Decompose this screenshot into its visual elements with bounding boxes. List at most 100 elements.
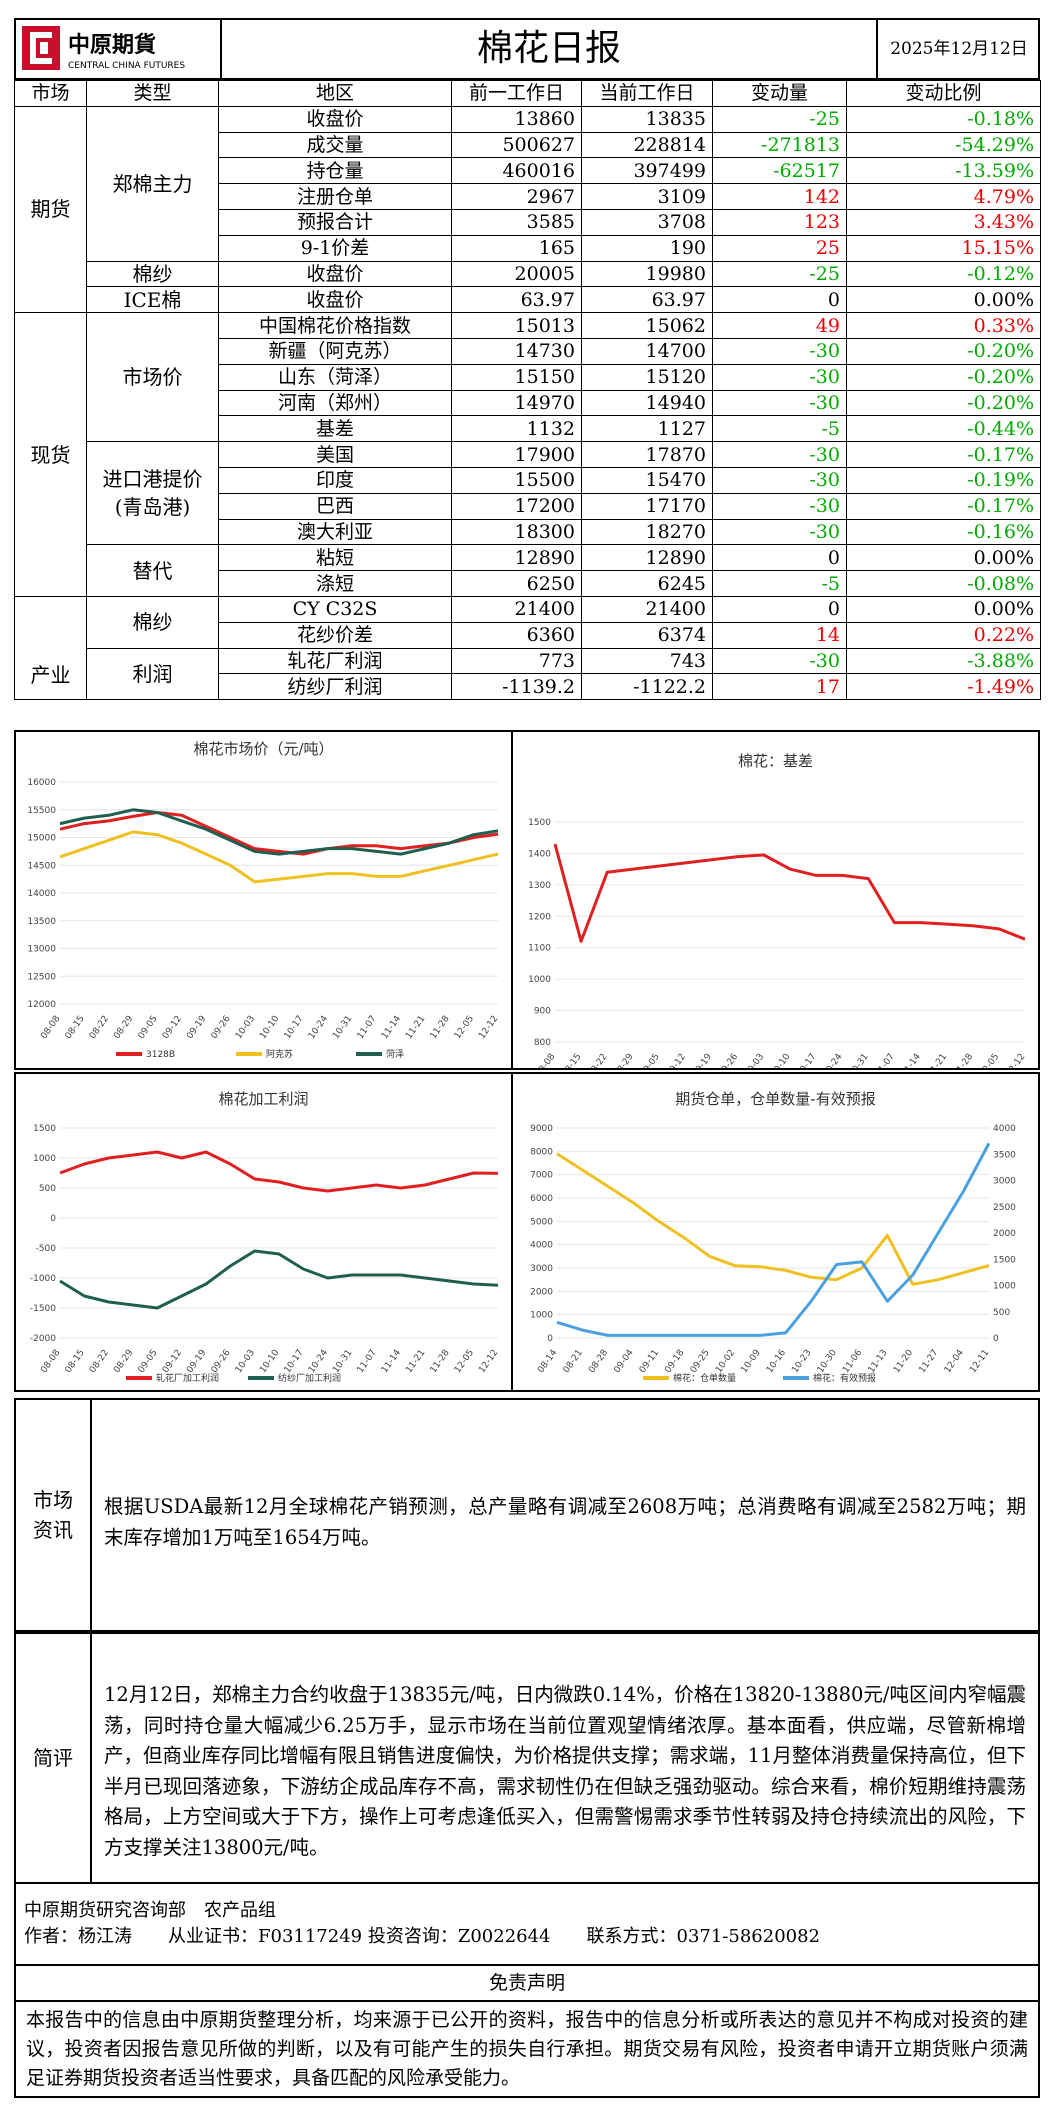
x-tick-label: 10-24 <box>307 1014 330 1041</box>
x-tick-label: 08-29 <box>112 1014 135 1041</box>
chg-cell: -62517 <box>712 157 847 185</box>
x-tick-label: 12-04 <box>943 1348 966 1375</box>
y-tick-label: 15500 <box>27 806 56 816</box>
y-tick-label-right: 500 <box>993 1308 1010 1318</box>
cur-cell: 3708 <box>581 208 713 236</box>
table-row: 期货 郑棉主力 收盘价 13860 13835 -25 -0.18% <box>14 105 1041 314</box>
x-tick-label: 09-05 <box>137 1348 160 1375</box>
chg-cell: -30 <box>712 518 847 546</box>
chg-cell: -30 <box>712 492 847 520</box>
chg-cell: -30 <box>712 389 847 417</box>
pct-cell: -0.16% <box>846 518 1041 546</box>
y-tick-label: 8000 <box>530 1147 553 1157</box>
pct-cell: -0.20% <box>846 389 1041 417</box>
table-row: 预报合计 3585 3708 123 3.43% <box>15 208 1041 236</box>
x-tick-label: 09-18 <box>663 1348 686 1375</box>
x-tick-label: 12-12 <box>1004 1052 1027 1068</box>
area-cell: 中国棉花价格指数 <box>218 312 452 339</box>
y-tick-label: 1000 <box>530 1311 553 1321</box>
pct-cell: -3.88% <box>846 647 1041 675</box>
y-tick-label: 1400 <box>528 849 551 859</box>
comment-text: 12月12日，郑棉主力合约收盘于13835元/吨，日内微跌0.14%，价格在13… <box>104 1683 1026 1859</box>
x-tick-label: 10-23 <box>790 1348 813 1375</box>
type-cell: 市场价 <box>86 312 219 443</box>
y-tick-label-right: 2000 <box>993 1229 1016 1239</box>
chart-title: 棉花加工利润 <box>218 1090 308 1108</box>
x-tick-label: 08-29 <box>112 1348 135 1375</box>
chg-cell: 0 <box>712 286 847 314</box>
chg-cell: -30 <box>712 441 847 468</box>
prev-cell: 17900 <box>451 441 582 468</box>
logo: 中原期貨 CENTRAL CHINA FUTURES <box>16 20 222 78</box>
col-header-prev: 前一工作日 <box>451 80 582 107</box>
prev-cell: 63.97 <box>451 286 582 314</box>
x-tick-label: 10-03 <box>743 1052 766 1068</box>
x-tick-label: 09-19 <box>691 1052 714 1068</box>
cur-cell: 6374 <box>581 621 713 649</box>
table-row: 棉纱 收盘价 20005 19980 -25 -0.12% <box>15 260 1041 288</box>
y-tick-label: 16000 <box>27 778 56 788</box>
pct-cell: 0.00% <box>846 286 1041 314</box>
prev-cell: 773 <box>451 647 582 675</box>
pct-cell: -0.44% <box>846 415 1041 443</box>
chart-processing-profit: 棉花加工利润 1500 1000 500 0 -500 -1000 -1500 -2000 08-… <box>30 1090 501 1384</box>
x-tick-label: 10-02 <box>714 1348 737 1375</box>
y-tick-label: 0 <box>50 1214 56 1224</box>
cur-cell: 190 <box>581 234 713 262</box>
prev-cell: 13860 <box>451 105 582 133</box>
chg-cell: -5 <box>712 570 847 597</box>
prev-cell: 3585 <box>451 208 582 236</box>
pct-cell: -13.59% <box>846 157 1041 185</box>
prev-cell: 21400 <box>451 595 582 623</box>
x-tick-label: 11-06 <box>841 1348 864 1375</box>
chg-cell: -25 <box>712 105 847 133</box>
series-line <box>59 808 499 856</box>
cur-cell: 14940 <box>581 389 713 417</box>
prev-cell: 17200 <box>451 492 582 520</box>
type-cell: 进口港提价(青岛港) <box>86 441 219 546</box>
y-tick-label: 1000 <box>33 1154 56 1164</box>
cur-cell: 743 <box>581 647 713 675</box>
type-cell: 郑棉主力 <box>86 105 219 262</box>
y-tick-label-right: 3000 <box>993 1177 1016 1187</box>
report-header: 中原期貨 CENTRAL CHINA FUTURES 棉花日报 2025年12月… <box>14 18 1040 80</box>
cur-cell: 12890 <box>581 544 713 572</box>
chg-cell: -30 <box>712 647 847 675</box>
x-tick-label: 09-19 <box>185 1014 208 1041</box>
table-row: 山东（菏泽） 15150 15120 -30 -0.20% <box>15 363 1041 391</box>
market-info-text: 根据USDA最新12月全球棉花产销预测，总产量略有调减至2608万吨；总消费略有… <box>104 1495 1026 1549</box>
x-tick-label: 10-17 <box>283 1348 306 1375</box>
y-tick-label: 13000 <box>27 945 56 955</box>
pct-cell: 0.33% <box>846 312 1041 339</box>
area-cell: 纺纱厂利润 <box>218 673 452 701</box>
chart-panel-warehouse: 期货仓单，仓单数量-有效预报 9000 8000 7000 6000 5000 4000 30… <box>511 1072 1040 1392</box>
x-tick-label: 11-07 <box>356 1348 379 1375</box>
chart-panel-basis: 棉花：基差 1500 1400 1300 1200 1100 1000 900 800 08-08… <box>511 730 1040 1079</box>
prev-cell: 2967 <box>451 183 582 210</box>
legend-label: 3128B <box>146 1050 175 1060</box>
x-tick-label: 09-05 <box>639 1052 662 1068</box>
department: 中原期货研究咨询部 农产品组 <box>24 1900 276 1921</box>
table-row: 成交量 500627 228814 -271813 -54.29% <box>15 131 1041 159</box>
pct-cell: -0.17% <box>846 492 1041 520</box>
area-cell: 注册仓单 <box>218 183 452 210</box>
svg-text:CENTRAL CHINA FUTURES: CENTRAL CHINA FUTURES <box>68 61 185 71</box>
legend-label: 菏泽 <box>386 1049 404 1060</box>
disclaimer-text: 本报告中的信息由中原期货整理分析，均来源于已公开的资料，报告中的信息分析或所表达… <box>14 2002 1040 2098</box>
prev-cell: 1132 <box>451 415 582 443</box>
area-cell: 收盘价 <box>218 105 452 133</box>
chg-cell: -5 <box>712 415 847 443</box>
pct-cell: -54.29% <box>846 131 1041 159</box>
x-tick-label: 11-14 <box>900 1052 923 1068</box>
table-row: 现货 市场价 中国棉花价格指数 15013 15062 49 0.33% <box>14 312 1041 597</box>
chart-title: 棉花市场价（元/吨） <box>193 740 333 758</box>
pct-cell: -0.18% <box>846 105 1041 133</box>
page-title: 棉花日报 <box>476 28 621 69</box>
col-header-pct: 变动比例 <box>846 80 1041 107</box>
area-cell: 基差 <box>218 415 452 443</box>
x-tick-label: 08-08 <box>39 1348 62 1375</box>
x-tick-label: 09-12 <box>161 1014 184 1041</box>
y-tick-label: 15000 <box>27 834 56 844</box>
col-header-chg: 变动量 <box>712 80 847 107</box>
col-header-market: 市场 <box>14 80 87 107</box>
